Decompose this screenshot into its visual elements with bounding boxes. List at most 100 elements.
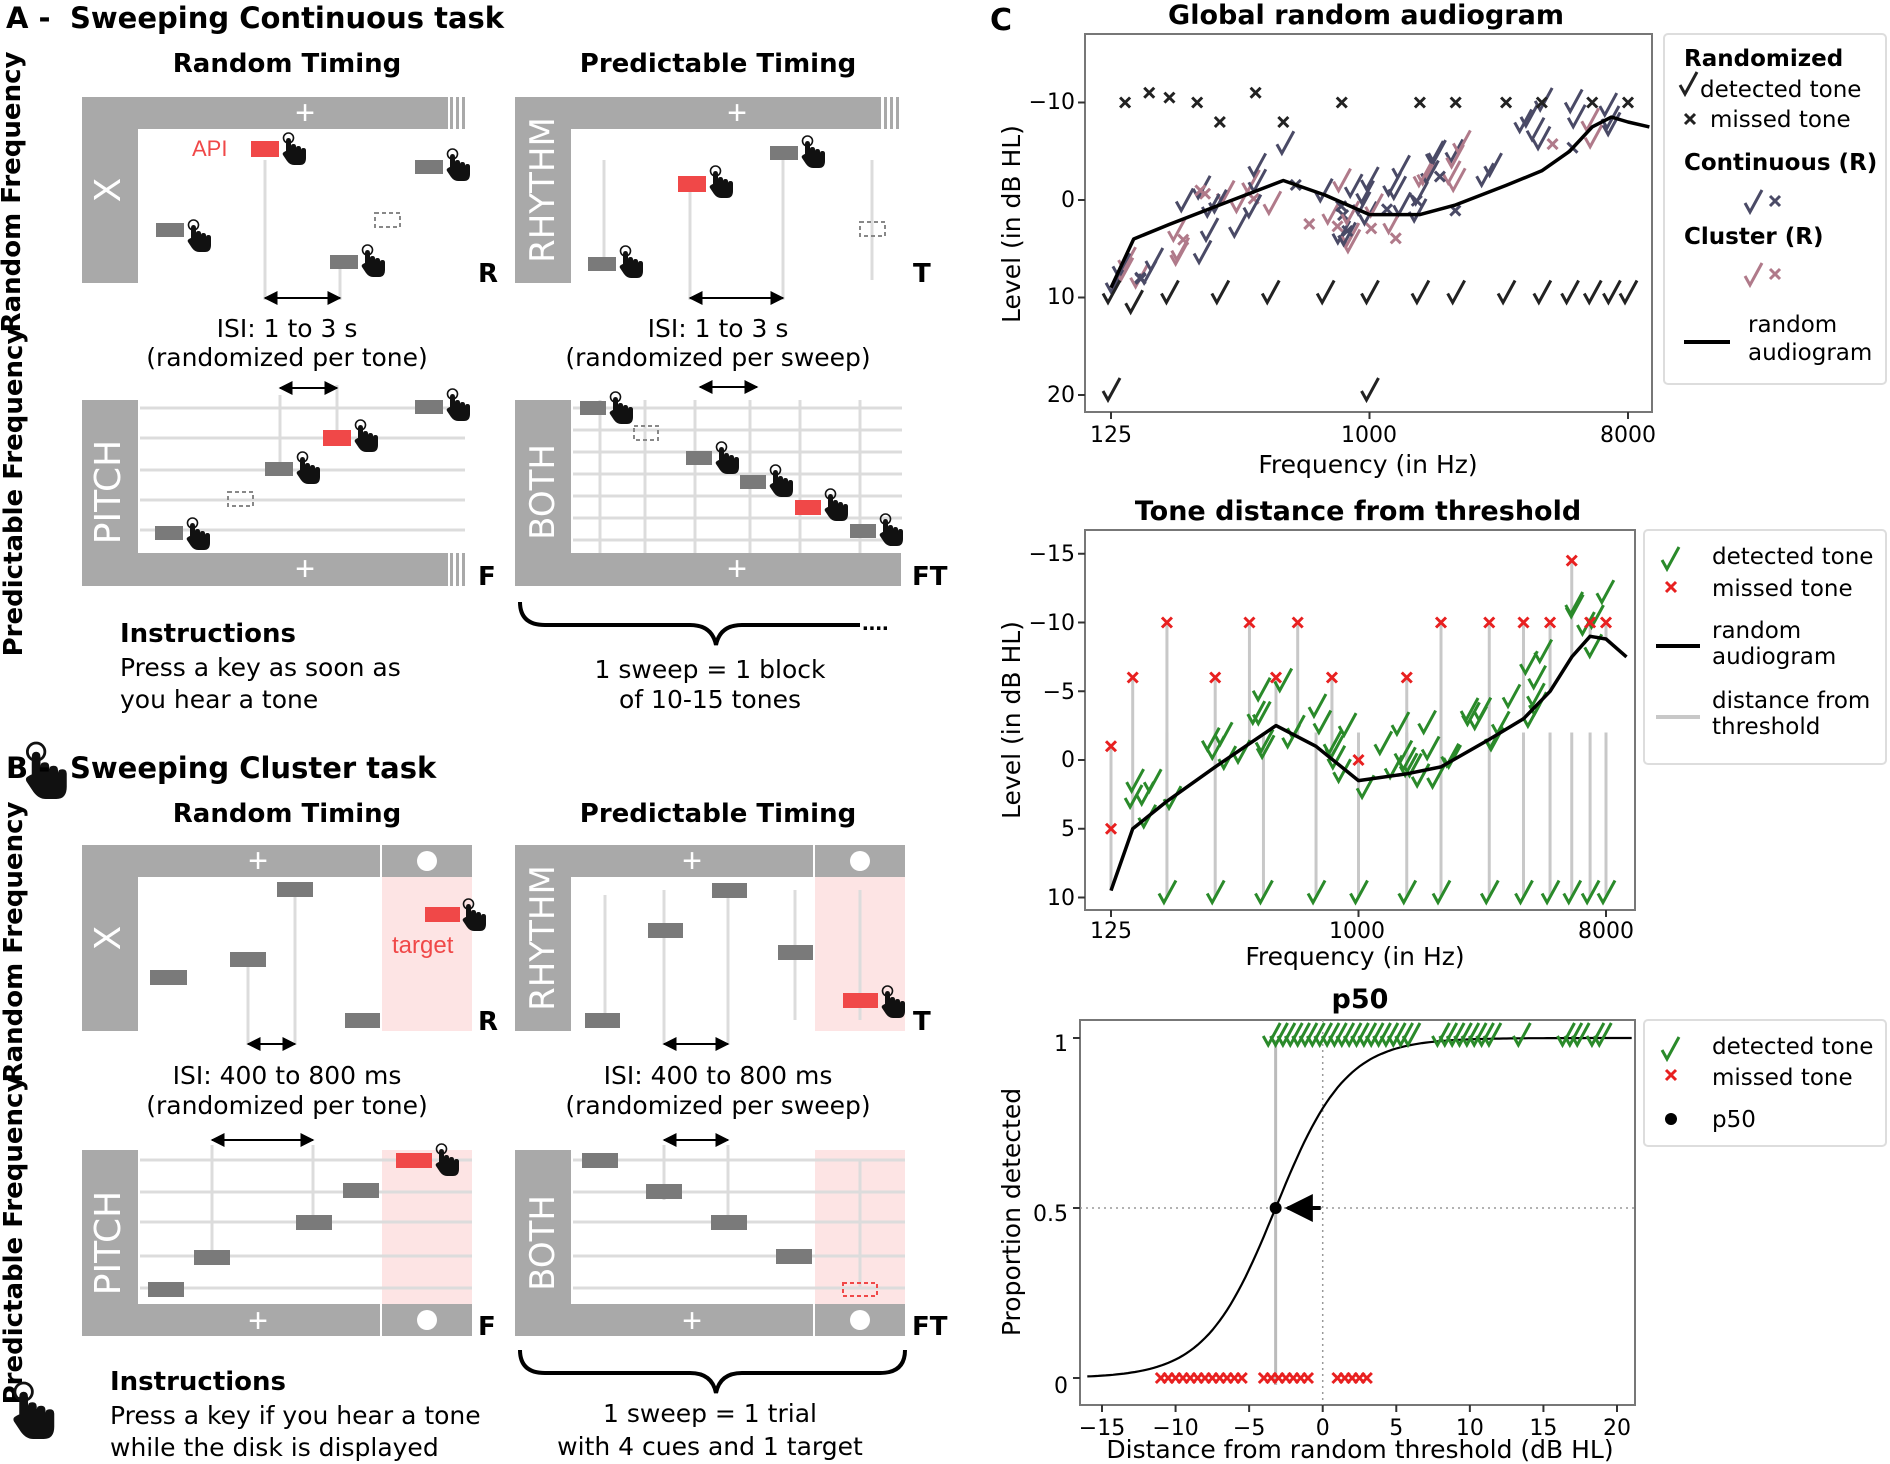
chart1-missed-mark bbox=[1194, 184, 1207, 197]
chart3-detected-mark bbox=[1563, 1022, 1584, 1049]
chart3-detected-mark bbox=[1261, 1022, 1282, 1049]
chart2-audiogram-curve bbox=[1109, 634, 1628, 892]
panel-a-rhythm: RHYTHM + T bbox=[515, 94, 931, 305]
chart3-missed-mark bbox=[1301, 1371, 1315, 1385]
chart2-detected-mark bbox=[1562, 879, 1583, 906]
cond-x-label: X bbox=[88, 926, 129, 951]
chart1-detected-mark bbox=[1144, 247, 1165, 274]
chart1-detected-mark bbox=[1160, 279, 1180, 306]
chart2-detected-mark bbox=[1501, 683, 1522, 710]
chart1-ytick: 20 bbox=[1047, 383, 1075, 408]
legend-p50: p50 bbox=[1712, 1107, 1756, 1133]
disk-icon bbox=[850, 851, 870, 871]
chart1-detected-mark bbox=[1360, 279, 1380, 306]
chart2-detected-mark bbox=[1576, 611, 1596, 638]
chart1-detected-mark bbox=[1313, 178, 1334, 204]
chart1-detected-mark bbox=[1531, 125, 1552, 152]
cond-both-label: BOTH bbox=[523, 444, 563, 540]
fixation-cross-icon: + bbox=[682, 842, 702, 880]
chart2-detected-mark bbox=[1431, 879, 1452, 906]
chart1-ytick: −10 bbox=[1029, 90, 1075, 115]
isi-random: ISI: 400 to 800 ms bbox=[173, 1061, 402, 1090]
chart1-detected-mark bbox=[1167, 217, 1187, 244]
panel-b-both: BOTH + FT bbox=[515, 1133, 948, 1342]
instructions-title: Instructions bbox=[120, 619, 296, 649]
chart2-missed-mark bbox=[1209, 671, 1222, 684]
isi-pred-sub: (randomized per sweep) bbox=[565, 343, 870, 372]
dashed-missing-tone-icon bbox=[859, 221, 886, 237]
sweep-desc: 1 sweep = 1 block bbox=[595, 655, 827, 684]
legend-curve: random bbox=[1748, 312, 1837, 338]
chart2-missed-mark bbox=[1352, 753, 1365, 767]
chart1-missed-mark bbox=[1191, 96, 1204, 109]
chart1-detected-mark bbox=[1563, 88, 1584, 115]
chart1-missed-mark bbox=[1134, 271, 1147, 284]
chart2-detected-mark bbox=[1479, 879, 1500, 906]
sweep-brace bbox=[518, 1349, 907, 1394]
chart3-detected-mark bbox=[1467, 1022, 1488, 1049]
chart1-detected-mark bbox=[1410, 279, 1431, 306]
chart1-detected-mark bbox=[1583, 124, 1604, 150]
chart1-detected-mark bbox=[1446, 279, 1466, 306]
chart1-missed-mark bbox=[1277, 115, 1290, 129]
chart1-detected-mark bbox=[1242, 193, 1263, 220]
tag-t: T bbox=[913, 259, 931, 289]
chart3-ytick: 0 bbox=[1054, 1374, 1068, 1399]
tag-f: F bbox=[478, 1312, 496, 1342]
legend-head-continuous: Continuous (R) bbox=[1684, 150, 1877, 176]
chart3-legend: detected tone missed tone p50 bbox=[1643, 1019, 1887, 1147]
panel-a-pitch: PITCH + F bbox=[82, 381, 496, 592]
checkmark-icon bbox=[1660, 546, 1681, 573]
disk-icon bbox=[417, 1310, 437, 1330]
panel-b-x: X + target R bbox=[82, 842, 498, 1051]
chart1-detected-mark bbox=[1129, 264, 1149, 290]
chart3-title: p50 bbox=[1332, 984, 1389, 1015]
chart1-detected-mark bbox=[1199, 217, 1220, 244]
chart3-detected-mark bbox=[1276, 1022, 1297, 1049]
chart1-detected-mark bbox=[1124, 289, 1144, 316]
chart1-xtick: 8000 bbox=[1600, 423, 1656, 448]
chart3-xtick: 10 bbox=[1456, 1416, 1484, 1441]
chart1-detected-mark bbox=[1525, 116, 1546, 143]
chart1-detected-mark bbox=[1260, 279, 1281, 306]
chart2-missed-mark bbox=[1584, 616, 1597, 629]
legend-curve-sub: audiogram bbox=[1748, 340, 1872, 366]
chart3-xtick: 15 bbox=[1529, 1416, 1557, 1441]
target-window bbox=[382, 877, 472, 1031]
chart1-audiogram-curve bbox=[1109, 115, 1650, 289]
chart1-detected-mark bbox=[1519, 103, 1540, 129]
chart3-xtick: −15 bbox=[1079, 1416, 1125, 1441]
checkmark-icon bbox=[1743, 189, 1764, 216]
chart1-ytick: 10 bbox=[1047, 285, 1075, 310]
api-label: API bbox=[192, 136, 227, 161]
chart1-detected-mark bbox=[1275, 130, 1296, 157]
isi-random-sub: (randomized per tone) bbox=[146, 1091, 428, 1120]
dashed-missing-tone-icon bbox=[633, 425, 659, 441]
chart2-ytick: 10 bbox=[1047, 886, 1075, 911]
chart1-detected-mark bbox=[1483, 152, 1503, 179]
tag-f: F bbox=[478, 562, 496, 592]
chart1-detected-mark bbox=[1566, 104, 1587, 130]
chart3-detected-mark bbox=[1453, 1022, 1473, 1049]
tag-r: R bbox=[478, 259, 498, 289]
chart2-detected-mark bbox=[1397, 879, 1418, 906]
tag-ft: FT bbox=[912, 562, 948, 592]
chart2-missed-mark bbox=[1126, 671, 1139, 684]
dashed-missing-tone-icon bbox=[374, 212, 401, 228]
chart2-detected-mark bbox=[1564, 593, 1585, 620]
sweep-desc-sub: with 4 cues and 1 target bbox=[557, 1432, 863, 1461]
cross-icon bbox=[1768, 267, 1782, 281]
chart3-xlabel: Distance from random threshold (dB HL) bbox=[1106, 1435, 1613, 1464]
chart3-detected-mark bbox=[1386, 1022, 1407, 1049]
chart3-detected-mark bbox=[1482, 1022, 1503, 1049]
chart1-detected-mark bbox=[1101, 279, 1122, 306]
cross-icon bbox=[1768, 194, 1782, 208]
chart2-xtick: 1000 bbox=[1329, 919, 1385, 944]
isi-pred: ISI: 1 to 3 s bbox=[648, 314, 789, 343]
panel-b-row-random: Random Frequency bbox=[0, 802, 29, 1083]
chart2-detected-mark bbox=[1526, 682, 1546, 709]
chart1-detected-mark bbox=[1360, 377, 1380, 404]
chart1-missed-mark bbox=[1303, 217, 1316, 231]
chart1-detected-mark bbox=[1382, 209, 1402, 236]
